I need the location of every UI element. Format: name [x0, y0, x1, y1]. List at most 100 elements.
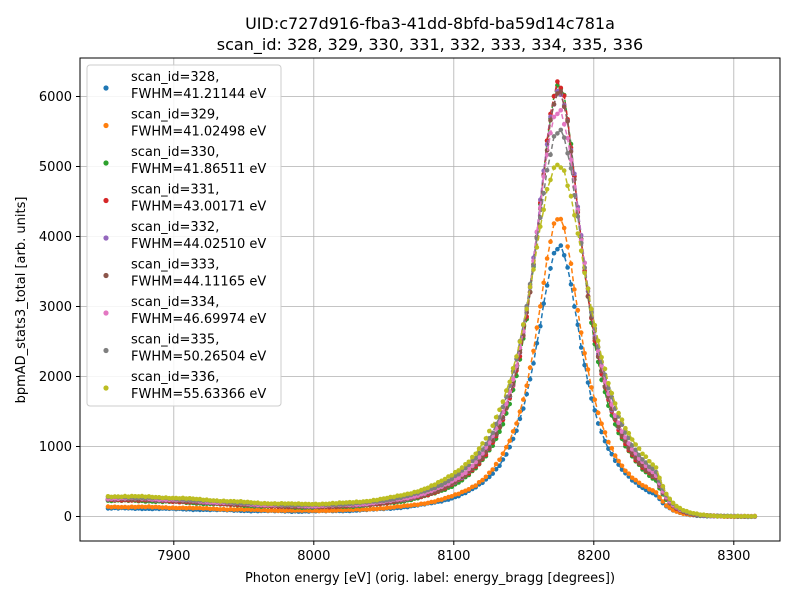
data-point [541, 281, 546, 286]
data-point [565, 183, 570, 188]
legend-label-fwhm: FWHM=50.26504 eV [131, 350, 266, 365]
data-point [480, 441, 485, 446]
data-point [511, 429, 516, 434]
data-point [596, 339, 601, 344]
data-point [545, 256, 550, 261]
legend-label-scan: scan_id=332, [131, 220, 219, 235]
data-point [541, 208, 546, 213]
data-point [501, 451, 506, 456]
data-point [562, 104, 567, 109]
data-point [671, 501, 676, 506]
legend-label-scan: scan_id=331, [131, 183, 219, 198]
data-point [494, 415, 499, 420]
data-point [576, 231, 581, 236]
legend-label-scan: scan_id=330, [131, 145, 219, 160]
data-point [518, 417, 523, 422]
data-point [593, 397, 598, 402]
data-point [494, 462, 499, 467]
data-point [514, 421, 519, 426]
y-tick-label: 2000 [39, 370, 72, 385]
data-point [480, 478, 485, 483]
data-point [548, 266, 553, 271]
data-point [473, 483, 478, 488]
data-point [484, 436, 489, 441]
data-point [616, 459, 621, 464]
data-point [460, 465, 465, 470]
y-axis-label: bpmAD_stats3_total [arb. units] [14, 197, 29, 404]
data-point [599, 421, 604, 426]
data-point [562, 135, 567, 140]
data-point [552, 102, 557, 107]
data-point [562, 168, 567, 173]
data-point [450, 473, 455, 478]
data-point [470, 455, 475, 460]
data-point [548, 118, 553, 123]
data-point [582, 271, 587, 276]
data-point [667, 497, 672, 502]
data-point [473, 452, 478, 457]
data-point [487, 429, 492, 434]
data-point [528, 365, 533, 370]
data-point [627, 471, 632, 476]
data-point [559, 243, 564, 248]
legend-marker [103, 123, 108, 128]
data-point [524, 383, 529, 388]
data-point [511, 366, 516, 371]
legend-label-scan: scan_id=328, [131, 70, 219, 85]
legend-label-fwhm: FWHM=41.86511 eV [131, 162, 266, 177]
data-point [586, 286, 591, 291]
legend-label-fwhm: FWHM=44.02510 eV [131, 237, 266, 252]
data-point [487, 471, 492, 476]
data-point [535, 245, 540, 250]
data-point [753, 514, 758, 519]
data-point [610, 446, 615, 451]
data-point [490, 467, 495, 472]
legend-label-scan: scan_id=335, [131, 333, 219, 348]
legend-marker [103, 198, 108, 203]
legend-label-fwhm: FWHM=46.69974 eV [131, 312, 266, 327]
data-point [603, 430, 608, 435]
data-point [613, 401, 618, 406]
data-point [637, 446, 642, 451]
data-point [501, 399, 506, 404]
data-point [589, 307, 594, 312]
x-tick-label: 8200 [577, 549, 610, 564]
data-point [576, 308, 581, 313]
legend-label-fwhm: FWHM=41.21144 eV [131, 87, 266, 102]
data-point [521, 322, 526, 327]
data-point [579, 330, 584, 335]
data-point [555, 247, 560, 252]
data-point [589, 385, 594, 390]
data-point [548, 153, 553, 158]
legend-marker [103, 85, 108, 90]
data-point [548, 131, 553, 136]
data-point [579, 249, 584, 254]
chart-title-line2: scan_id: 328, 329, 330, 331, 332, 333, 3… [217, 35, 643, 55]
y-tick-label: 1000 [39, 440, 72, 455]
data-point [528, 285, 533, 290]
data-point [654, 490, 659, 495]
data-point [555, 79, 560, 84]
data-point [572, 287, 577, 292]
data-point [620, 464, 625, 469]
data-point [644, 454, 649, 459]
data-point [565, 244, 570, 249]
data-point [623, 426, 628, 431]
data-point [616, 411, 621, 416]
data-point [603, 367, 608, 372]
data-point [504, 445, 509, 450]
data-point [633, 442, 638, 447]
data-point [555, 112, 560, 117]
chart-title-line1: UID:c727d916-fba3-41dd-8bfd-ba59d14c781a [245, 14, 615, 33]
data-point [538, 304, 543, 309]
data-point [562, 226, 567, 231]
data-point [477, 446, 482, 451]
data-point [647, 459, 652, 464]
y-tick-label: 4000 [39, 230, 72, 245]
data-point [630, 437, 635, 442]
data-point [582, 351, 587, 356]
x-tick-label: 8300 [717, 549, 750, 564]
legend-marker [103, 310, 108, 315]
data-point [559, 217, 564, 222]
data-point [497, 458, 502, 463]
